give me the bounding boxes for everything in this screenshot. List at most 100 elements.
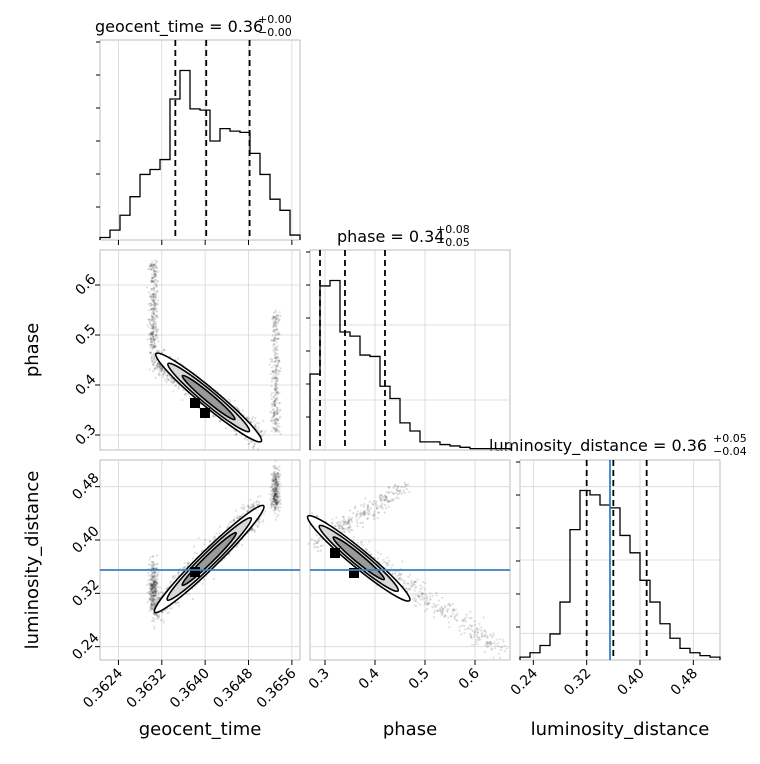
- sample-point: [272, 411, 275, 415]
- gp-peak-1: [190, 398, 200, 408]
- sample-point: [271, 358, 274, 361]
- sample-point: [271, 360, 274, 363]
- sample-point: [149, 263, 153, 266]
- sample-point: [274, 357, 277, 360]
- sample-point: [149, 262, 152, 266]
- sample-point: [419, 587, 422, 591]
- sample-point: [153, 318, 156, 321]
- sample-point: [154, 335, 157, 338]
- sample-point: [274, 382, 277, 385]
- sample-point: [444, 606, 447, 609]
- sample-point: [274, 427, 277, 430]
- sample-point: [278, 401, 281, 405]
- sample-point: [156, 365, 159, 368]
- sample-point: [394, 491, 397, 494]
- sample-point: [274, 356, 278, 359]
- sample-point: [275, 314, 278, 317]
- sample-point: [361, 521, 364, 524]
- sample-point: [414, 586, 417, 589]
- sample-point: [148, 264, 152, 267]
- sample-point: [227, 523, 230, 526]
- sample-point: [150, 331, 153, 334]
- sample-point: [278, 425, 281, 428]
- sample-point: [275, 515, 278, 518]
- sample-point: [275, 373, 279, 376]
- sample-point: [172, 390, 175, 393]
- sample-point: [154, 613, 157, 616]
- sample-point: [270, 380, 274, 383]
- sample-point: [156, 336, 159, 339]
- sample-point: [243, 508, 246, 511]
- sample-point: [275, 474, 278, 478]
- sample-point: [152, 555, 155, 558]
- sample-point: [268, 363, 271, 366]
- sample-point: [501, 638, 505, 641]
- sample-point: [274, 380, 277, 383]
- sample-point: [151, 276, 154, 279]
- sample-point: [243, 437, 246, 441]
- sample-point: [274, 318, 278, 321]
- sample-point: [348, 509, 352, 512]
- panel-geocent-time-hist: [96, 39, 301, 245]
- sample-point: [153, 368, 156, 371]
- sample-point: [406, 581, 409, 585]
- sample-point: [356, 518, 359, 522]
- sample-point: [375, 506, 378, 510]
- sample-point: [273, 426, 276, 430]
- sample-point: [359, 540, 363, 544]
- sample-point: [152, 325, 155, 329]
- sample-point: [275, 359, 278, 362]
- sample-point: [157, 362, 160, 365]
- sample-point: [277, 418, 280, 421]
- sample-point: [153, 338, 157, 341]
- pd-peak-1: [330, 548, 340, 558]
- sample-point: [410, 585, 414, 588]
- sample-point: [463, 624, 466, 627]
- sample-point: [152, 359, 155, 362]
- sample-point: [276, 333, 279, 336]
- sample-point: [247, 418, 250, 421]
- sample-point: [359, 521, 362, 524]
- sample-point: [273, 391, 276, 394]
- sample-point: [272, 474, 275, 477]
- sample-point: [275, 390, 278, 393]
- sample-point: [408, 491, 411, 494]
- sample-point: [274, 487, 277, 490]
- sample-point: [158, 364, 161, 367]
- sample-point: [272, 330, 275, 333]
- sample-point: [272, 395, 275, 398]
- sample-point: [272, 480, 275, 483]
- sample-point: [465, 616, 468, 619]
- sample-point: [424, 609, 427, 612]
- sample-point: [241, 512, 245, 515]
- sample-point: [272, 411, 275, 415]
- sample-point: [151, 338, 154, 341]
- sample-point: [278, 477, 281, 481]
- sample-point: [277, 468, 280, 471]
- sample-point: [313, 539, 316, 543]
- sample-point: [278, 489, 281, 493]
- sample-point: [177, 386, 180, 389]
- sample-point: [147, 302, 150, 305]
- sample-point: [423, 601, 426, 604]
- sample-point: [376, 557, 379, 560]
- sample-point: [270, 492, 274, 496]
- sample-point: [278, 465, 281, 468]
- sample-point: [495, 638, 498, 641]
- sample-point: [153, 322, 157, 325]
- sample-point: [279, 483, 282, 486]
- sample-point: [153, 367, 157, 370]
- sample-point: [151, 333, 154, 336]
- panel-geocent-time-phase-frame: [99, 249, 301, 451]
- sample-point: [274, 385, 278, 388]
- ylabel-phase: phase: [22, 323, 43, 377]
- sample-point: [273, 404, 277, 407]
- sample-point: [146, 583, 149, 586]
- sample-point: [151, 293, 155, 296]
- sample-point: [165, 374, 168, 377]
- sample-point: [433, 609, 436, 612]
- sample-point: [271, 369, 274, 373]
- sample-point: [162, 372, 165, 376]
- sample-point: [156, 617, 159, 620]
- sample-point: [148, 343, 151, 347]
